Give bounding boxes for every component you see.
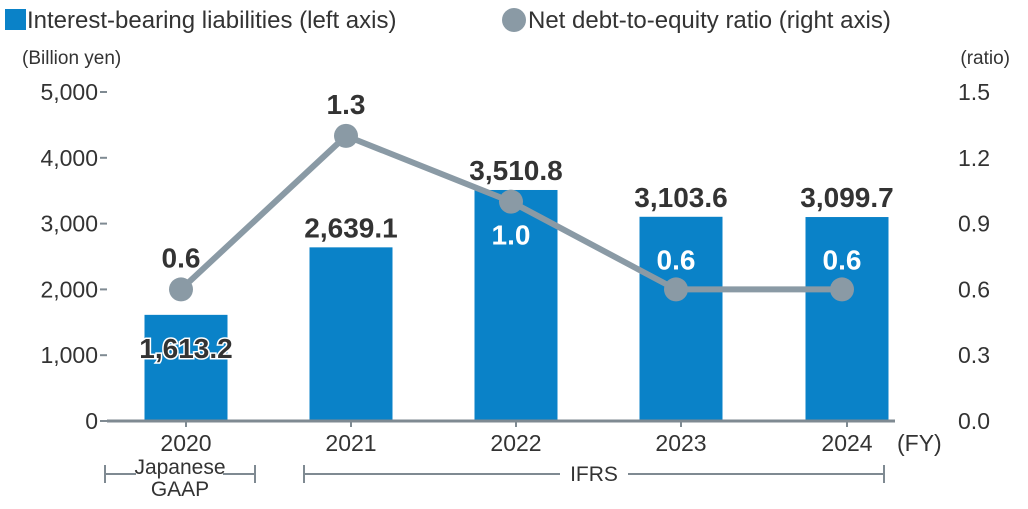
legend-line-label: Net debt-to-equity ratio (right axis) xyxy=(528,7,891,34)
x-tick-label: 2023 xyxy=(655,430,706,456)
bar-value-label: 3,099.7 xyxy=(800,182,893,213)
left-axis-unit: (Billion yen) xyxy=(22,48,121,69)
legend-line-marker xyxy=(502,8,526,32)
accounting-standards: Japanese GAAP IFRS xyxy=(104,456,885,501)
bracket-japanese-gaap: Japanese GAAP xyxy=(104,456,256,501)
x-tick-label: 2020 xyxy=(160,430,211,456)
line-series xyxy=(169,123,854,302)
left-tick-label: 4,000 xyxy=(40,145,98,171)
ratio-value-label: 0.6 xyxy=(657,244,696,275)
bar-value-label: 3,510.8 xyxy=(469,155,562,186)
bar-value-label: 3,103.6 xyxy=(634,182,727,213)
bar-value-label: 1,613.2 xyxy=(139,333,232,364)
ratio-value-label: 0.6 xyxy=(162,242,201,273)
ratio-value-label: 1.0 xyxy=(492,220,531,251)
x-tick-label: 2021 xyxy=(325,430,376,456)
ratio-value-label: 0.6 xyxy=(823,244,862,275)
bracket-ifrs: IFRS xyxy=(303,463,885,486)
legend-bar-swatch xyxy=(5,9,26,30)
bar-value-label: 2,639.1 xyxy=(304,212,397,243)
x-tick-label: 2022 xyxy=(490,430,541,456)
bar-series xyxy=(144,189,889,421)
x-tick-label: 2024 xyxy=(821,430,872,456)
right-tick-label: 0.6 xyxy=(958,276,990,302)
right-tick-label: 1.2 xyxy=(958,145,990,171)
bar xyxy=(309,247,393,421)
right-axis-ticks: 0.0 0.3 0.6 0.9 1.2 1.5 xyxy=(958,79,990,434)
right-tick-label: 0.0 xyxy=(958,408,990,434)
ratio-point xyxy=(499,189,523,214)
bar xyxy=(144,314,228,421)
left-tick-label: 0 xyxy=(85,408,98,434)
left-axis-ticks: 0 1,000 2,000 3,000 4,000 5,000 xyxy=(40,79,107,434)
right-axis-unit: (ratio) xyxy=(960,48,1010,69)
ratio-value-label: 1.3 xyxy=(327,89,366,120)
bar xyxy=(805,217,889,421)
bar xyxy=(639,216,723,421)
standard-label-line: Japanese xyxy=(134,456,225,479)
standard-label-line: IFRS xyxy=(570,463,618,486)
ratio-point xyxy=(334,123,358,148)
legend: Interest-bearing liabilities (left axis)… xyxy=(5,7,891,34)
left-tick-label: 2,000 xyxy=(40,276,98,302)
left-tick-label: 3,000 xyxy=(40,211,98,237)
bar xyxy=(474,189,558,421)
left-tick-label: 1,000 xyxy=(40,342,98,368)
right-tick-label: 1.5 xyxy=(958,79,990,105)
legend-bar-label: Interest-bearing liabilities (left axis) xyxy=(27,7,396,34)
right-tick-label: 0.9 xyxy=(958,211,990,237)
right-tick-label: 0.3 xyxy=(958,342,990,368)
ratio-value-labels: 0.6 1.3 1.0 0.6 0.6 xyxy=(162,89,862,276)
bar-value-labels: 1,613.2 2,639.1 3,510.8 3,103.6 3,099.7 xyxy=(138,155,894,365)
standard-label-line: GAAP xyxy=(151,478,209,501)
x-axis-unit: (FY) xyxy=(897,430,942,456)
ratio-point xyxy=(664,277,688,302)
x-axis-categories: 2020 2021 2022 2023 2024 xyxy=(160,421,873,456)
left-tick-label: 5,000 xyxy=(40,79,98,105)
ratio-point xyxy=(830,277,854,302)
ratio-point xyxy=(169,277,193,302)
